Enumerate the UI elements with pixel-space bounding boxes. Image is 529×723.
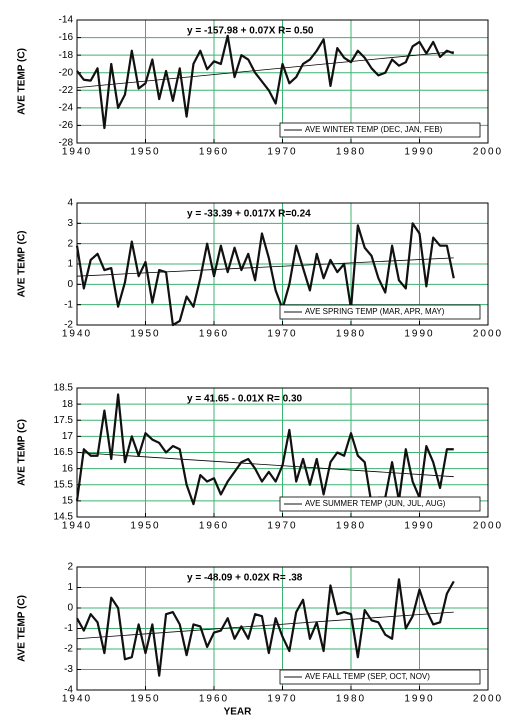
x-tick-label: 1970 — [267, 147, 297, 158]
x-tick-label: 1940 — [62, 147, 92, 158]
y-tick-label: 18.5 — [54, 383, 74, 394]
x-tick-label: 2000 — [473, 329, 503, 340]
x-tick-label: 1990 — [404, 694, 434, 705]
x-tick-label: 2000 — [473, 521, 503, 532]
annotation: y = -33.39 + 0.017X R=0.24 — [187, 209, 311, 220]
annotation: y = -48.09 + 0.02X R= .38 — [187, 573, 303, 584]
y-tick-label: 15 — [62, 496, 74, 507]
x-tick-label: 1990 — [404, 147, 434, 158]
plot-frame — [76, 19, 489, 144]
x-tick-label: 1960 — [199, 694, 229, 705]
y-tick-label: -28 — [59, 138, 74, 149]
x-tick-label: 1970 — [267, 329, 297, 340]
y-tick-label: 0 — [67, 279, 73, 290]
legend-box — [279, 496, 481, 512]
x-tick-label: 1950 — [130, 147, 160, 158]
legend-label: AVE SUMMER TEMP (JUN, JUL, AUG) — [305, 499, 446, 508]
y-tick-label: 1 — [67, 582, 73, 593]
x-tick-label: 1980 — [336, 694, 366, 705]
legend-box — [279, 122, 481, 138]
y-tick-label: 15.5 — [54, 479, 74, 490]
legend-label: AVE FALL TEMP (SEP, OCT, NOV) — [305, 672, 430, 681]
y-axis-label: AVE TEMP (C) — [17, 231, 28, 298]
y-tick-label: -1 — [64, 299, 73, 310]
y-tick-label: 18 — [62, 399, 74, 410]
y-axis-label: AVE TEMP (C) — [17, 595, 28, 662]
y-axis-label: AVE TEMP (C) — [17, 419, 28, 486]
y-tick-label: -2 — [64, 320, 73, 331]
y-tick-label: 4 — [67, 198, 73, 209]
x-tick-label: 1940 — [62, 329, 92, 340]
y-tick-label: -14 — [59, 15, 74, 26]
y-tick-label: 17.5 — [54, 415, 74, 426]
y-axis-label: AVE TEMP (C) — [17, 48, 28, 115]
legend-label: AVE SPRING TEMP (MAR, APR, MAY) — [305, 307, 445, 316]
annotation: y = 41.65 - 0.01X R= 0.30 — [187, 394, 303, 405]
y-tick-label: -2 — [64, 644, 73, 655]
y-tick-label: 1 — [67, 259, 73, 270]
trend-line — [76, 611, 454, 640]
legend-box — [279, 669, 481, 685]
y-tick-label: -3 — [64, 664, 73, 675]
y-tick-label: 0 — [67, 603, 73, 614]
x-tick-label: 1940 — [62, 521, 92, 532]
x-tick-label: 1940 — [62, 694, 92, 705]
y-tick-label: 2 — [67, 562, 73, 573]
x-tick-label: 1990 — [404, 521, 434, 532]
y-tick-label: -24 — [59, 102, 74, 113]
x-tick-label: 1970 — [267, 521, 297, 532]
x-tick-label: 1950 — [130, 694, 160, 705]
data-line — [76, 34, 455, 130]
x-tick-label: 1980 — [336, 329, 366, 340]
y-tick-label: 16.5 — [54, 447, 74, 458]
y-tick-label: -20 — [59, 67, 74, 78]
x-tick-label: 1950 — [130, 521, 160, 532]
data-line — [76, 578, 455, 677]
x-tick-label: 1950 — [130, 329, 160, 340]
x-tick-label: 1960 — [199, 521, 229, 532]
trend-line — [76, 51, 454, 89]
x-axis-label: YEAR — [224, 707, 253, 718]
y-tick-label: 2 — [67, 238, 73, 249]
x-tick-label: 1990 — [404, 329, 434, 340]
y-tick-label: 16 — [62, 463, 74, 474]
x-tick-label: 1960 — [199, 329, 229, 340]
y-tick-label: 17 — [62, 431, 74, 442]
y-tick-label: 14.5 — [54, 512, 74, 523]
y-tick-label: -4 — [64, 685, 73, 696]
x-tick-label: 1980 — [336, 521, 366, 532]
y-tick-label: 3 — [67, 218, 73, 229]
y-tick-label: -1 — [64, 623, 73, 634]
data-line — [75, 222, 455, 327]
x-tick-label: 2000 — [473, 147, 503, 158]
data-line — [75, 393, 454, 506]
legend-box — [279, 304, 481, 320]
annotation: y = -157.98 + 0.07X R= 0.50 — [187, 26, 314, 37]
y-tick-label: -18 — [59, 50, 74, 61]
x-tick-label: 1980 — [336, 147, 366, 158]
x-tick-label: 2000 — [473, 694, 503, 705]
x-tick-label: 1960 — [199, 147, 229, 158]
legend-label: AVE WINTER TEMP (DEC, JAN, FEB) — [305, 125, 443, 134]
x-tick-label: 1970 — [267, 694, 297, 705]
y-tick-label: -22 — [59, 85, 74, 96]
y-tick-label: -16 — [59, 32, 74, 43]
plot-frame — [76, 566, 489, 691]
plot-frame — [76, 202, 489, 326]
y-tick-label: -26 — [59, 120, 74, 131]
